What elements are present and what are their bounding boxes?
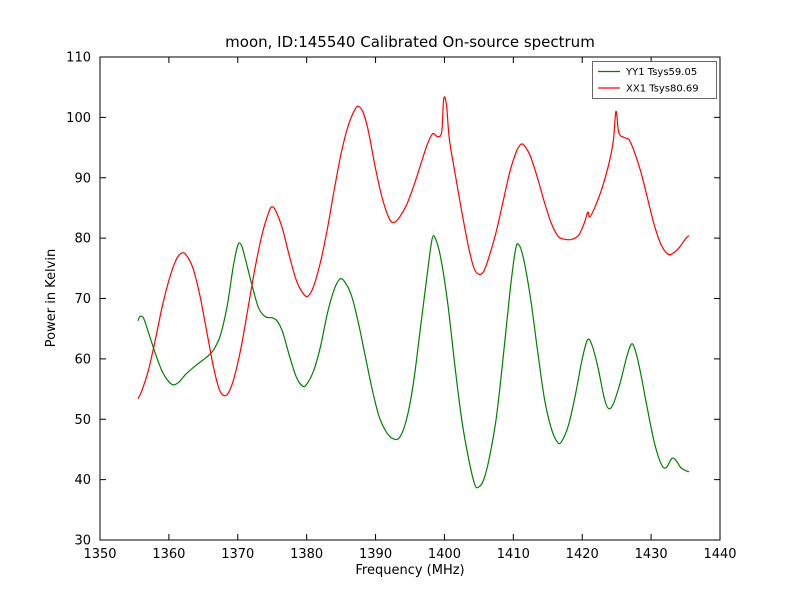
y-tick-label: 50 xyxy=(74,413,91,428)
x-tick-label: 1440 xyxy=(703,547,736,562)
x-tick-label: 1430 xyxy=(635,547,668,562)
series-line-1 xyxy=(137,96,690,400)
x-tick-label: 1360 xyxy=(152,547,185,562)
y-tick-label: 30 xyxy=(74,534,91,549)
x-tick-label: 1370 xyxy=(221,547,254,562)
x-tick-label: 1390 xyxy=(359,547,392,562)
chart-title: moon, ID:145540 Calibrated On-source spe… xyxy=(225,33,595,51)
y-axis-label: Power in Kelvin xyxy=(44,249,59,347)
x-tick-label: 1400 xyxy=(428,547,461,562)
plot-area: 1350 1360 1370 1380 1390 1400 1410 1420 1430 1440… xyxy=(66,51,736,563)
legend: YY1 Tsys59.05 XX1 Tsys80.69 xyxy=(592,61,717,99)
legend-label-yy1: YY1 Tsys59.05 xyxy=(625,67,697,78)
y-tick-label: 70 xyxy=(74,292,91,307)
x-tick-label: 1410 xyxy=(497,547,530,562)
y-tick-label: 40 xyxy=(74,473,91,488)
x-tick-label: 1420 xyxy=(566,547,599,562)
x-tick-label: 1380 xyxy=(290,547,323,562)
y-tick-label: 80 xyxy=(74,232,91,247)
y-tick-label: 90 xyxy=(74,171,91,186)
x-tick-label: 1350 xyxy=(83,547,116,562)
legend-box xyxy=(592,61,717,99)
x-axis-label: Frequency (MHz) xyxy=(355,563,464,578)
y-tick-label: 60 xyxy=(74,352,91,367)
y-tick-label: 100 xyxy=(66,111,91,126)
axes-box xyxy=(99,56,721,541)
legend-label-xx1: XX1 Tsys80.69 xyxy=(626,84,699,95)
y-tick-label: 110 xyxy=(66,51,91,66)
series-line-0 xyxy=(137,234,690,489)
